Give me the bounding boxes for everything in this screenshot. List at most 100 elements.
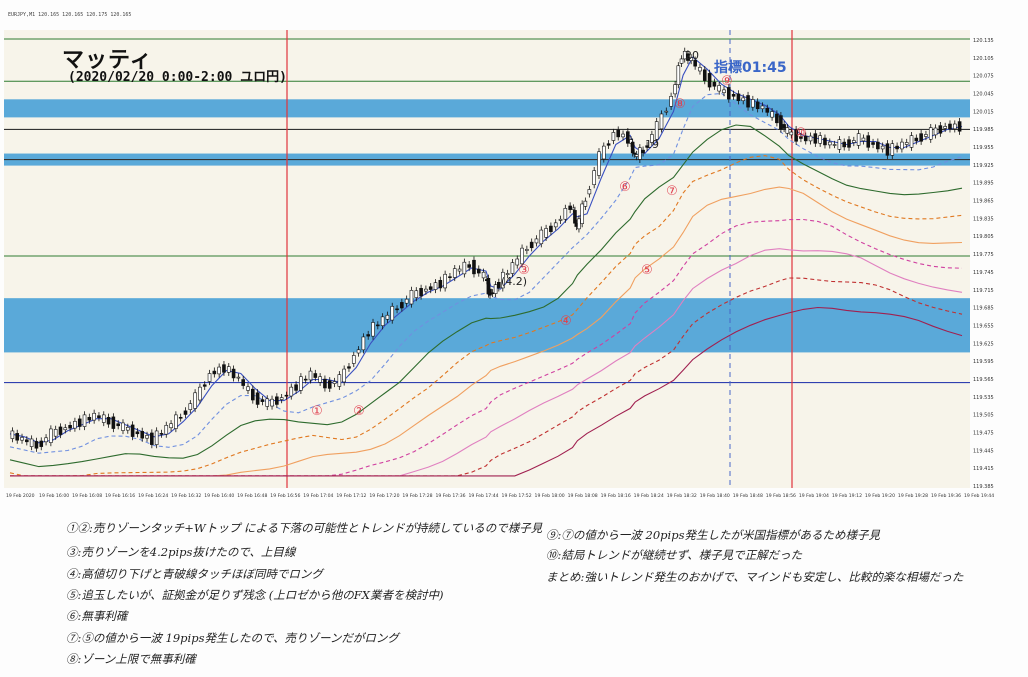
candle-body [577,218,581,230]
candle-body [106,416,111,425]
candle-body [779,115,783,130]
candle-body [217,366,221,375]
candle-body [571,207,576,210]
candle-body [654,121,659,140]
note-left-5: ⑥:無事利確 [66,609,128,623]
annotation-marker: ② [353,404,365,419]
candle-body [15,433,20,441]
y-tick-label: 120.135 [973,38,994,44]
candle-body [154,430,159,445]
candle-body [433,282,438,290]
y-tick-label: 119.475 [973,430,994,436]
candle-body [385,314,390,320]
candle-body [505,273,510,275]
candle-body [265,398,270,407]
moving-average-line [9,124,963,468]
candle-body [92,412,96,421]
candle-body [347,366,351,369]
candle-body [876,141,880,150]
y-tick-label: 119.895 [973,181,994,187]
x-tick-label: 19 Feb 17:36 [435,493,465,499]
candle-body [77,418,82,427]
candle-body [497,282,501,289]
candle-body [827,141,832,146]
candle-body [803,135,808,142]
note-right-2: ⑩:結局トレンドが継続せず、様子見で正解だった [546,548,803,562]
candle-body [342,368,346,383]
candle-body [241,379,245,386]
candle-body [606,143,611,146]
y-tick-label: 119.955 [973,145,994,151]
price-chart: 120.135 120.105 120.075 120.045 120.015 119.9… [4,30,1004,508]
y-tick-label: 119.625 [973,341,994,347]
x-tick-label: 19 Feb 19:36 [931,493,961,499]
candle-body [832,144,837,146]
candle-body [813,133,818,144]
x-tick-label: 19 Feb 17:04 [303,493,333,499]
candle-body [510,262,515,274]
candle-body [327,380,332,389]
y-tick-label: 119.865 [973,199,994,205]
candle-body [284,394,289,397]
candle-body [251,388,255,401]
candle-body [294,384,298,391]
candle-body [659,113,664,130]
candle-body [794,129,798,142]
y-tick-label: 119.565 [973,377,994,383]
note-left-7: ⑧:ゾーン上限で無事利確 [66,652,196,666]
candle-body [782,124,786,129]
candle-body [789,131,794,136]
candle-body [58,426,63,435]
candle-body [49,428,53,443]
candle-body [270,398,274,407]
x-tick-label: 19 Feb 16:40 [204,493,234,499]
candle-body [904,142,909,145]
candle-body [183,410,188,415]
x-tick-label: 19 Feb 19:20 [865,493,895,499]
candle-body [34,441,39,449]
candle-body [760,105,765,110]
candle-body [601,145,606,160]
candle-body [193,392,197,409]
candle-body [472,259,476,275]
x-tick-label: 19 Feb 16:32 [171,493,201,499]
candle-body [693,59,697,67]
candle-body [638,147,642,160]
note-left-6: ⑦:⑤の値から一波 19pips発生したので、売りゾーンだがロング [66,631,399,645]
y-tick-label: 119.745 [973,270,994,276]
pips-label: (4.2) [501,275,527,288]
candle-body [736,93,741,102]
candle-body [20,437,24,441]
candle-body [313,373,318,378]
moving-average-line [9,56,963,444]
candle-body [924,134,928,137]
candle-body [150,432,154,445]
x-tick-label: 19 Feb 2020 [6,493,35,499]
annotation-marker: ⑦ [666,184,678,199]
annotation-marker: ⑤ [641,263,653,278]
candle-body [534,238,539,244]
y-tick-label: 120.105 [973,56,994,62]
candle-body [751,99,755,108]
candle-body [698,67,702,72]
candle-body [457,268,462,272]
y-tick-label: 119.655 [973,323,994,329]
candle-body [722,89,726,93]
annotation-marker: ③ [518,263,530,278]
candle-body [380,316,385,326]
candle-body [679,58,684,64]
candle-body [770,111,774,118]
candle-body [10,430,15,439]
candle-body [544,228,548,238]
candle-body [323,378,327,389]
x-tick-label: 19 Feb 18:24 [634,493,664,499]
candle-body [289,386,294,397]
candle-body [409,290,414,305]
candle-body [553,222,558,228]
candle-body [558,218,563,221]
annotation-marker: ⑩ [795,126,807,141]
candle-body [116,423,120,427]
candle-body [111,416,116,429]
candle-body [842,141,847,148]
